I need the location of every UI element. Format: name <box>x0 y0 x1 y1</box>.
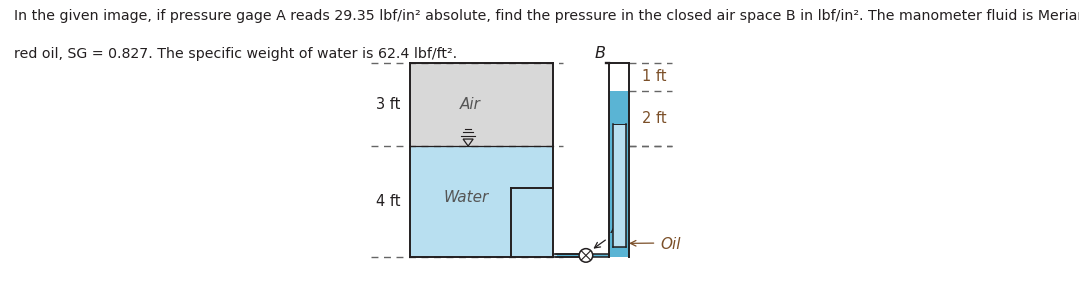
Bar <box>410 146 554 257</box>
Text: 1 ft: 1 ft <box>642 69 667 84</box>
Bar <box>613 124 626 247</box>
Circle shape <box>579 249 592 262</box>
Text: In the given image, if pressure gage A reads 29.35 lbf/in² absolute, find the pr: In the given image, if pressure gage A r… <box>14 9 1079 23</box>
Text: Oil: Oil <box>660 237 681 252</box>
Text: Water: Water <box>443 190 489 205</box>
Bar <box>557 254 610 257</box>
Text: red oil, SG = 0.827. The specific weight of water is 62.4 lbf/ft².: red oil, SG = 0.827. The specific weight… <box>14 47 457 62</box>
Bar <box>410 63 554 146</box>
Text: B: B <box>595 47 605 62</box>
Bar <box>554 254 586 257</box>
Text: 4 ft: 4 ft <box>377 194 400 209</box>
Text: A: A <box>611 221 622 236</box>
Bar <box>610 91 629 257</box>
Text: Air: Air <box>460 97 480 112</box>
Text: 2 ft: 2 ft <box>642 111 667 126</box>
Text: 3 ft: 3 ft <box>377 97 400 112</box>
